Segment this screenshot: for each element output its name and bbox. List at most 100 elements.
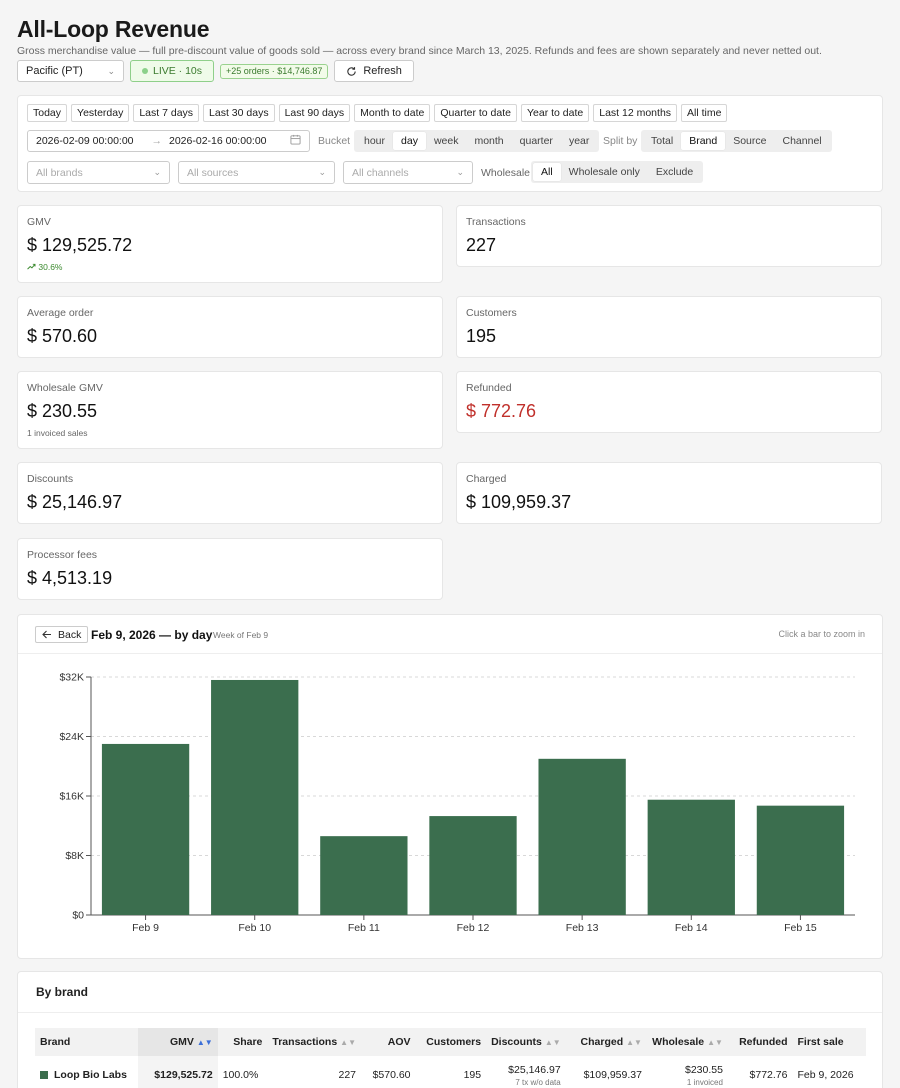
sources-filter-placeholder: All sources bbox=[187, 166, 239, 179]
wholesale-option-wholesale-only[interactable]: Wholesale only bbox=[568, 166, 640, 178]
back-label: Back bbox=[58, 628, 82, 641]
bar-feb-13[interactable] bbox=[538, 758, 626, 915]
col-label: Charged bbox=[580, 1036, 624, 1048]
bucket-option-quarter[interactable]: quarter bbox=[519, 135, 553, 147]
col-wholesale[interactable]: Wholesale ▲▼ bbox=[646, 1028, 728, 1056]
metric-label: Wholesale GMV bbox=[27, 382, 103, 394]
refresh-button[interactable]: Refresh bbox=[334, 60, 414, 82]
page-title: All-Loop Revenue bbox=[17, 16, 210, 42]
timezone-select[interactable]: Pacific (PT) ⌄ bbox=[17, 60, 124, 82]
metric-value: $ 570.60 bbox=[27, 326, 98, 346]
back-button[interactable]: Back bbox=[35, 626, 89, 643]
split-option-brand[interactable]: Brand bbox=[681, 132, 726, 150]
sources-filter[interactable]: All sources ⌄ bbox=[178, 161, 335, 184]
x-tick-label: Feb 14 bbox=[675, 922, 708, 934]
cell-charged: $109,959.37 bbox=[583, 1069, 642, 1081]
sort-icon: ▲▼ bbox=[544, 1038, 561, 1047]
metric-subtext: 1 invoiced sales bbox=[27, 428, 88, 438]
calendar-icon bbox=[290, 134, 301, 148]
preset-quarter-to-date-button[interactable]: Quarter to date bbox=[434, 104, 517, 122]
preset-last-12-months-button[interactable]: Last 12 months bbox=[593, 104, 678, 122]
metric-average-order: Average order $ 570.60 bbox=[17, 296, 443, 358]
col-aov: AOV bbox=[361, 1028, 416, 1056]
col-gmv[interactable]: GMV ▲▼ bbox=[137, 1028, 218, 1056]
brands-filter[interactable]: All brands ⌄ bbox=[27, 161, 170, 184]
bucket-option-hour[interactable]: hour bbox=[364, 135, 386, 147]
metric-value: $ 109,959.37 bbox=[466, 492, 572, 512]
metric-label: Discounts bbox=[27, 473, 74, 485]
bar-feb-14[interactable] bbox=[647, 799, 735, 915]
wholesale-option-exclude[interactable]: Exclude bbox=[655, 166, 694, 178]
split-option-source[interactable]: Source bbox=[733, 135, 767, 147]
preset-all-time-button[interactable]: All time bbox=[681, 104, 728, 122]
table-header-row: Brand GMV ▲▼ Share Transactions ▲▼ AOV Cus… bbox=[35, 1028, 866, 1056]
timezone-value: Pacific (PT) bbox=[26, 65, 83, 77]
col-brand: Brand bbox=[35, 1028, 138, 1056]
bucket-option-day[interactable]: day bbox=[393, 132, 426, 150]
bar-feb-11[interactable] bbox=[320, 836, 408, 915]
bar-feb-9[interactable] bbox=[101, 743, 190, 915]
metric-label: Processor fees bbox=[27, 549, 98, 561]
chart-title: Feb 9, 2026 — by day bbox=[91, 628, 213, 642]
x-tick-label: Feb 10 bbox=[238, 922, 271, 934]
cell-customers: 195 bbox=[463, 1069, 482, 1081]
by-brand-card: By brand Brand GMV ▲▼ Share Transactions ▲… bbox=[17, 971, 883, 1088]
sort-desc-icon: ▲▼ bbox=[196, 1038, 213, 1047]
preset-last-30-days-button[interactable]: Last 30 days bbox=[203, 104, 275, 122]
preset-year-to-date-button[interactable]: Year to date bbox=[520, 104, 590, 122]
split-option-total[interactable]: Total bbox=[651, 135, 674, 147]
bar-feb-15[interactable] bbox=[756, 805, 845, 915]
chevron-down-icon: ⌄ bbox=[153, 167, 161, 177]
preset-last-90-days-button[interactable]: Last 90 days bbox=[278, 104, 351, 122]
preset-today-button[interactable]: Today bbox=[27, 104, 68, 122]
date-range-picker[interactable]: 2026-02-09 00:00:00 → 2026-02-16 00:00:0… bbox=[27, 130, 310, 152]
brand-table: Brand GMV ▲▼ Share Transactions ▲▼ AOV Cus… bbox=[35, 1028, 866, 1088]
preset-last-7-days-button[interactable]: Last 7 days bbox=[133, 104, 200, 122]
preset-yesterday-button[interactable]: Yesterday bbox=[71, 104, 130, 122]
wholesale-note: 1 invoiced bbox=[686, 1077, 723, 1087]
channels-filter[interactable]: All channels ⌄ bbox=[343, 161, 473, 184]
metric-value: $ 772.76 bbox=[466, 401, 537, 421]
wholesale-option-all[interactable]: All bbox=[533, 163, 561, 181]
sort-icon: ▲▼ bbox=[340, 1038, 357, 1047]
bucket-label: Bucket bbox=[318, 135, 351, 147]
date-to: 2026-02-16 00:00:00 bbox=[169, 135, 267, 147]
col-transactions[interactable]: Transactions ▲▼ bbox=[267, 1028, 362, 1056]
split-option-channel[interactable]: Channel bbox=[782, 135, 822, 147]
x-tick-label: Feb 13 bbox=[566, 922, 599, 934]
revenue-chart-card: Back Feb 9, 2026 — by day Week of Feb 9 … bbox=[17, 614, 883, 959]
y-tick-label: $24K bbox=[59, 731, 84, 743]
col-label: Wholesale bbox=[652, 1036, 705, 1048]
section-title: By brand bbox=[36, 985, 89, 999]
split-by-selector: Total Brand Source Channel bbox=[641, 130, 832, 152]
bucket-option-month[interactable]: month bbox=[474, 135, 504, 147]
metric-label: Transactions bbox=[466, 216, 526, 228]
metric-processor-fees: Processor fees $ 4,513.19 bbox=[17, 538, 443, 600]
y-tick-label: $32K bbox=[59, 672, 84, 684]
chart-header: Back Feb 9, 2026 — by day Week of Feb 9 … bbox=[18, 615, 882, 654]
live-toggle-button[interactable]: LIVE · 10s bbox=[130, 60, 215, 82]
metric-wholesale-gmv: Wholesale GMV $ 230.55 1 invoiced sales bbox=[17, 371, 443, 449]
trend-value: 30.6% bbox=[38, 262, 63, 272]
metric-value: $ 25,146.97 bbox=[27, 492, 123, 512]
col-label: Brand bbox=[40, 1036, 71, 1048]
brand-name: Loop Bio Labs bbox=[54, 1069, 127, 1081]
date-from: 2026-02-09 00:00:00 bbox=[36, 135, 134, 147]
metric-value: $ 230.55 bbox=[27, 401, 98, 421]
col-label: AOV bbox=[387, 1036, 411, 1048]
chart-hint: Click a bar to zoom in bbox=[778, 629, 865, 639]
top-toolbar: Pacific (PT) ⌄ LIVE · 10s +25 orders · $… bbox=[17, 60, 414, 82]
bar-chart: $0 $8K $16K $24K $32K Feb 9 Feb 10 Feb 11 Feb 12… bbox=[59, 672, 855, 934]
bar-feb-12[interactable] bbox=[429, 816, 517, 915]
preset-month-to-date-button[interactable]: Month to date bbox=[354, 104, 431, 122]
cell-wholesale: $230.55 1 invoiced bbox=[647, 1056, 728, 1088]
arrow-right-icon: → bbox=[151, 135, 163, 147]
page-subtitle: Gross merchandise value — full pre-disco… bbox=[17, 45, 822, 57]
bucket-option-week[interactable]: week bbox=[433, 135, 459, 147]
bar-feb-10[interactable] bbox=[211, 679, 299, 915]
col-discounts[interactable]: Discounts ▲▼ bbox=[486, 1028, 566, 1056]
col-charged[interactable]: Charged ▲▼ bbox=[565, 1028, 647, 1056]
metric-label: Charged bbox=[466, 473, 507, 485]
bucket-option-year[interactable]: year bbox=[568, 135, 590, 147]
table-row[interactable]: Loop Bio Labs $129,525.72 100.0% 227 $57… bbox=[35, 1056, 866, 1088]
